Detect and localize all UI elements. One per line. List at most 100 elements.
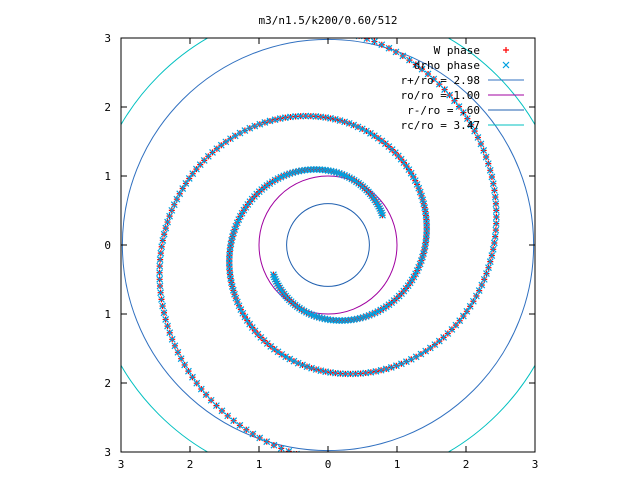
x-tick-label-2: 1 — [256, 458, 263, 471]
point-1-0-176 — [441, 86, 449, 93]
x-tick-label-5: 2 — [463, 458, 470, 471]
point-1-0-165 — [482, 153, 490, 161]
point-1-0-175 — [446, 91, 454, 99]
point-1-1-174 — [197, 385, 205, 393]
y-tick-label-2: 1 — [104, 170, 111, 183]
point-1-0-177 — [435, 80, 443, 88]
point-1-1-191 — [309, 456, 315, 462]
point-1-0-182 — [406, 56, 413, 64]
x-tick-label-3: 0 — [325, 458, 332, 471]
point-1-0-183 — [399, 52, 407, 60]
point-1-1-138 — [193, 165, 200, 173]
point-1-0-123 — [387, 364, 395, 371]
point-1-1-119 — [281, 114, 289, 122]
point-1-0-159 — [491, 193, 499, 201]
point-1-1-58 — [406, 279, 414, 287]
circle-2 — [286, 203, 370, 287]
point-1-1-86 — [411, 177, 419, 185]
point-1-1-99 — [374, 134, 382, 142]
point-1-1-150 — [160, 230, 168, 238]
point-1-1-161 — [159, 302, 167, 310]
point-1-1-123 — [261, 119, 269, 126]
point-1-1-160 — [158, 295, 165, 303]
point-1-0-155 — [492, 220, 500, 228]
point-1-1-106 — [345, 119, 353, 127]
point-1-0-128 — [412, 353, 420, 361]
point-1-1-172 — [189, 373, 196, 381]
point-1-0-30 — [319, 166, 326, 174]
point-1-1-196 — [351, 462, 357, 468]
point-1-1-152 — [158, 243, 166, 251]
point-1-0-162 — [488, 173, 496, 181]
point-1-1-131 — [222, 138, 230, 146]
point-1-1-178 — [218, 407, 226, 415]
point-1-0-86 — [237, 306, 245, 313]
point-1-0-125 — [397, 360, 405, 368]
point-1-1-155 — [156, 262, 164, 270]
point-1-1-148 — [164, 218, 171, 226]
point-1-1-132 — [217, 141, 225, 149]
point-1-1-102 — [362, 127, 370, 135]
point-1-0-132 — [431, 341, 439, 349]
point-1-0-169 — [471, 127, 479, 135]
point-1-0-124 — [392, 362, 400, 370]
point-1-0-180 — [418, 65, 426, 73]
point-1-1-88 — [407, 169, 415, 177]
y-tick-label-1: 2 — [104, 101, 111, 114]
point-1-1-192 — [317, 457, 323, 463]
point-1-1-181 — [236, 421, 244, 429]
legend-label-1: drho phase — [414, 59, 480, 72]
point-1-1-183 — [249, 430, 257, 438]
point-1-0-100 — [278, 350, 286, 358]
point-1-1-87 — [409, 173, 417, 181]
point-1-1-143 — [176, 190, 184, 198]
point-0-1-194 — [334, 460, 340, 466]
point-1-0-103 — [290, 357, 298, 365]
point-1-1-140 — [185, 175, 193, 182]
legend-label-2: r+/ro = 2.98 — [401, 74, 480, 87]
point-1-0-178 — [430, 75, 438, 83]
point-1-1-179 — [224, 412, 232, 420]
point-1-0-191 — [340, 28, 346, 34]
point-0-1-196 — [351, 462, 357, 468]
point-1-1-90 — [403, 162, 410, 170]
point-0-0-192 — [332, 27, 338, 33]
point-1-1-187 — [277, 444, 285, 452]
point-1-1-145 — [170, 201, 178, 209]
point-1-1-33 — [338, 317, 346, 325]
point-1-1-168 — [174, 348, 182, 356]
point-1-0-102 — [286, 355, 294, 363]
point-1-0-143 — [472, 292, 480, 300]
x-tick-label-0: 3 — [118, 458, 125, 471]
legend-swatch-1 — [502, 61, 510, 69]
point-1-1-175 — [202, 391, 210, 399]
circle-1 — [258, 175, 398, 315]
point-1-0-141 — [466, 302, 474, 310]
point-1-1-100 — [370, 132, 378, 140]
point-1-1-177 — [213, 402, 220, 410]
point-1-1-59 — [408, 276, 416, 284]
point-1-0-84 — [233, 298, 241, 306]
point-0-1-191 — [309, 456, 315, 462]
point-1-1-146 — [168, 206, 176, 214]
point-1-1-194 — [334, 460, 340, 466]
x-tick-label-1: 2 — [187, 458, 194, 471]
point-1-1-125 — [251, 122, 259, 130]
point-1-0-163 — [486, 166, 494, 174]
point-1-1-128 — [236, 129, 244, 137]
point-1-0-104 — [294, 359, 302, 367]
point-1-0-168 — [474, 134, 482, 141]
point-1-1-154 — [156, 256, 164, 264]
point-1-0-33 — [310, 166, 318, 173]
point-1-1-141 — [182, 180, 190, 187]
point-1-0-187 — [370, 38, 378, 45]
point-1-0-164 — [484, 160, 492, 168]
point-1-0-158 — [492, 200, 500, 208]
point-1-0-160 — [491, 186, 498, 194]
point-1-0-89 — [243, 317, 251, 324]
legend-label-0: W phase — [434, 44, 480, 57]
point-1-0-185 — [385, 44, 393, 52]
point-1-0-157 — [492, 206, 500, 214]
point-1-0-140 — [463, 307, 471, 315]
